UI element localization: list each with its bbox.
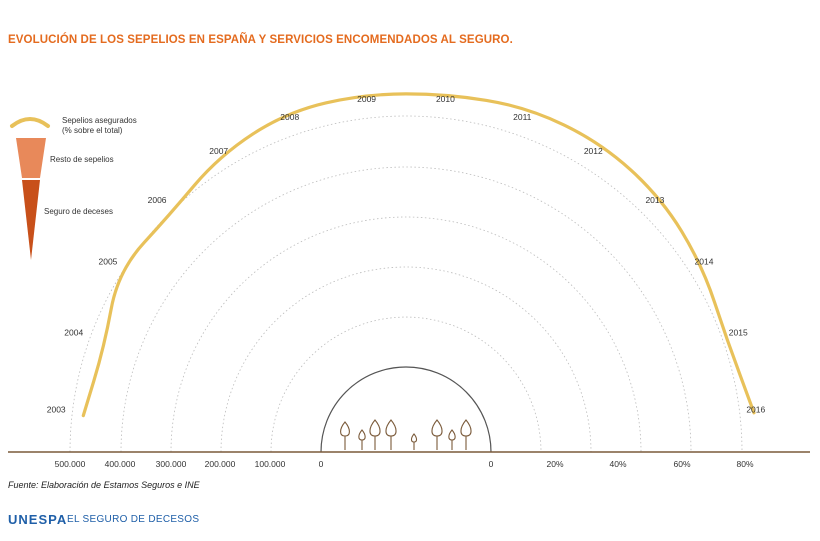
gridline-arc-6 (69, 115, 743, 453)
year-label-2003: 2003 (47, 405, 66, 415)
chart-title: EVOLUCIÓN DE LOS SEPELIOS EN ESPAÑA Y SE… (8, 34, 513, 46)
year-label-2005: 2005 (98, 257, 117, 267)
year-label-2011: 2011 (513, 112, 532, 122)
legend-label-seguro: Seguro de deceses (44, 207, 113, 216)
series-line-sepelios-asegurados (81, 92, 756, 418)
axis-left-tick-5: 0 (319, 459, 324, 469)
axis-left-tick-0: 500.000 (55, 459, 86, 469)
year-label-2007: 2007 (209, 146, 228, 156)
source-note: Fuente: Elaboración de Estamos Seguros e… (8, 480, 200, 490)
axis-left-tick-1: 400.000 (105, 459, 136, 469)
center-dome (320, 366, 492, 453)
axis-right-tick-1: 20% (546, 459, 563, 469)
axis-left-ticks: 500.000 400.000 300.000 200.000 100.000 0 (55, 459, 324, 469)
year-label-2012: 2012 (584, 146, 603, 156)
gridline-arc-3 (220, 266, 592, 453)
tree-icon-4 (385, 419, 397, 437)
year-label-2015: 2015 (729, 328, 748, 338)
gridline-arc-5 (120, 166, 692, 453)
legend-label-line-1: Sepelios asegurados (62, 116, 137, 125)
axis-right-tick-0: 0 (489, 459, 494, 469)
tree-icon-5 (410, 433, 418, 443)
legend-label-line-2: (% sobre el total) (62, 126, 123, 135)
axis-left-tick-3: 200.000 (205, 459, 236, 469)
tree-icon-2 (358, 429, 366, 441)
legend-resto-wedge (16, 138, 46, 178)
year-label-2016: 2016 (746, 405, 765, 415)
year-label-2004: 2004 (64, 328, 83, 338)
axis-left-tick-4: 100.000 (255, 459, 286, 469)
legend-line-icon (10, 117, 50, 128)
year-label-2008: 2008 (280, 112, 299, 122)
brand-tagline: EL SEGURO DE DECESOS (67, 514, 200, 525)
axis-right-tick-3: 60% (673, 459, 690, 469)
year-label-2014: 2014 (695, 257, 714, 267)
legend-label-resto: Resto de sepelios (50, 155, 114, 164)
tree-icon-7 (448, 429, 456, 441)
gridline-arc-2 (270, 316, 542, 453)
year-label-2006: 2006 (148, 195, 167, 205)
axis-right-tick-4: 80% (736, 459, 753, 469)
tree-icon-3 (369, 419, 381, 437)
legend-seguro-wedge (22, 180, 40, 260)
year-labels: 2003 2004 2005 2006 2007 2008 2009 2010 2011 2012… (47, 94, 766, 414)
year-label-2009: 2009 (357, 94, 376, 104)
axis-right-ticks: 0 20% 40% 60% 80% (489, 459, 754, 469)
tree-icon-6 (431, 419, 443, 437)
tree-icon-1 (340, 421, 350, 437)
tree-icon-8 (460, 419, 472, 437)
year-label-2010: 2010 (436, 94, 455, 104)
gridline-arc-4 (170, 216, 642, 453)
brand-logo: UNESPA (8, 512, 68, 527)
axis-left-tick-2: 300.000 (156, 459, 187, 469)
gridline-arcs (69, 115, 743, 453)
legend: Sepelios asegurados (% sobre el total) R… (10, 116, 137, 260)
year-label-2013: 2013 (645, 195, 664, 205)
tree-icons (340, 419, 472, 450)
center-dome-arc (320, 366, 492, 453)
axis-right-tick-2: 40% (609, 459, 626, 469)
